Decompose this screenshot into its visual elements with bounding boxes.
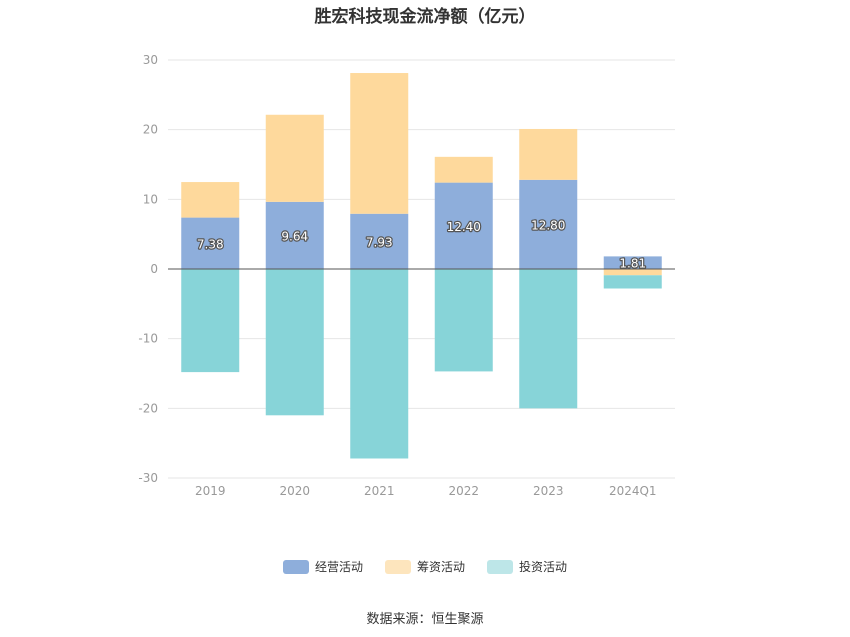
bar-2019-series-2[interactable] xyxy=(181,269,240,373)
bar-2019-series-0[interactable] xyxy=(181,217,240,269)
bar-2020-series-2[interactable] xyxy=(265,269,324,416)
x-tick-label: 2022 xyxy=(448,484,479,498)
bar-2024Q1-series-0[interactable] xyxy=(603,256,662,269)
chart-title: 胜宏科技现金流净额（亿元） xyxy=(314,7,536,27)
legend-label-financing: 筹资活动 xyxy=(416,560,465,574)
bar-2019-series-1[interactable] xyxy=(181,182,240,218)
x-tick-label: 2024Q1 xyxy=(609,484,657,498)
legend-label-investing: 投资活动 xyxy=(519,560,568,574)
data-label: 1.81 xyxy=(619,257,646,271)
legend-swatch-financing xyxy=(384,559,411,574)
bar-2022-series-1[interactable] xyxy=(434,156,493,183)
bar-2023-series-2[interactable] xyxy=(519,269,578,409)
bar-2023-series-1[interactable] xyxy=(519,128,578,180)
legend-item-financing[interactable]: 筹资活动 xyxy=(384,558,465,575)
bar-2024Q1-series-1[interactable] xyxy=(603,269,662,276)
x-axis-ticks: 2019 2020 2021 2022 2023 2024Q1 xyxy=(195,484,657,498)
data-label: 7.38 xyxy=(197,237,224,251)
data-label: 12.80 xyxy=(531,218,565,232)
legend: 经营活动 筹资活动 投资活动 xyxy=(0,558,850,575)
x-tick-label: 2019 xyxy=(195,484,226,498)
y-tick-label: 20 xyxy=(143,123,158,137)
bar-2023-series-0[interactable] xyxy=(519,179,578,269)
legend-swatch-investing xyxy=(487,559,513,574)
legend-label-operating: 经营活动 xyxy=(314,560,363,574)
data-label: 7.93 xyxy=(366,235,393,249)
y-tick-label: 0 xyxy=(150,262,158,276)
bar-2022-series-0[interactable] xyxy=(434,182,493,269)
bar-2024Q1-series-2[interactable] xyxy=(603,275,662,289)
data-label: 9.64 xyxy=(281,229,308,243)
y-axis-ticks: 30 20 10 0 -10 -20 -30 xyxy=(138,53,158,485)
data-label: 12.40 xyxy=(447,220,481,234)
y-tick-label: -10 xyxy=(138,332,158,346)
bar-2022-series-2[interactable] xyxy=(434,269,493,372)
y-tick-label: -30 xyxy=(138,471,158,485)
y-tick-label: -20 xyxy=(138,401,158,415)
legend-swatch-operating xyxy=(282,559,309,574)
legend-item-operating[interactable]: 经营活动 xyxy=(282,558,363,575)
grid-lines xyxy=(168,59,675,479)
x-tick-label: 2020 xyxy=(279,484,310,498)
bars xyxy=(181,73,662,459)
legend-item-investing[interactable]: 投资活动 xyxy=(487,558,567,575)
bar-2021-series-0[interactable] xyxy=(350,213,409,269)
y-tick-label: 30 xyxy=(143,53,158,67)
bar-2021-series-1[interactable] xyxy=(350,73,409,214)
data-source: 数据来源：恒生聚源 xyxy=(366,612,484,627)
bar-2020-series-1[interactable] xyxy=(265,114,324,202)
y-tick-label: 10 xyxy=(143,192,158,206)
x-tick-label: 2021 xyxy=(364,484,395,498)
x-tick-label: 2023 xyxy=(533,484,564,498)
bar-2021-series-2[interactable] xyxy=(350,269,409,459)
bar-2020-series-0[interactable] xyxy=(265,201,324,269)
data-labels: 7.38 9.64 7.93 12.40 12.80 1.81 xyxy=(196,217,648,272)
